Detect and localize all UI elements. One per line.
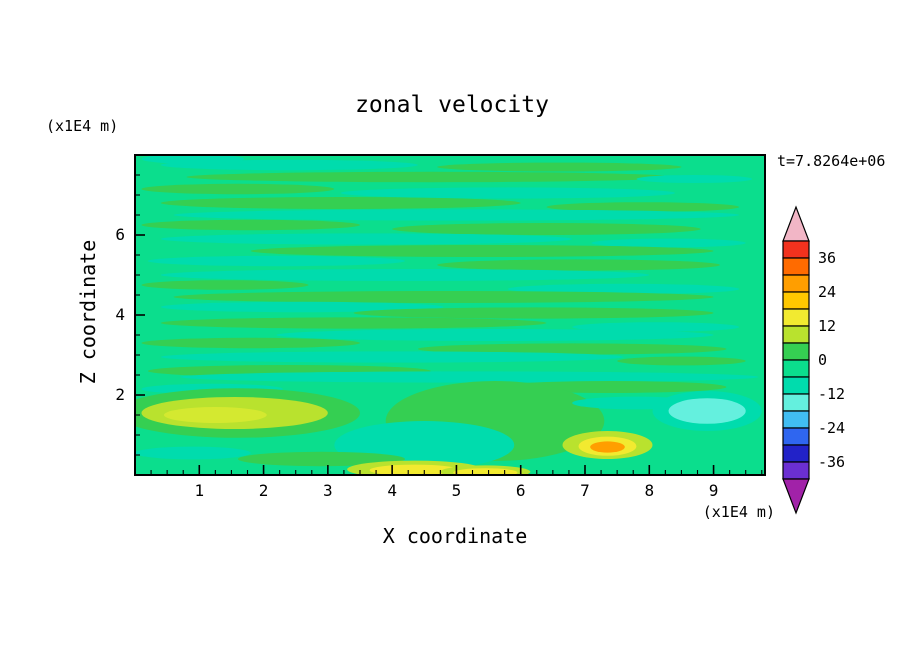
x-axis-label: X coordinate: [383, 524, 528, 548]
contour-feature: [141, 280, 309, 290]
x-tick-label: 7: [580, 481, 590, 500]
colorbar: 36 24 12 0 -12 -24 -36: [782, 205, 845, 515]
colorbar-band: [782, 359, 810, 378]
contour-feature: [237, 451, 405, 467]
contour-feature: [141, 219, 360, 231]
contour-feature: [163, 407, 267, 423]
contour-feature: [160, 269, 650, 281]
x-axis-unit: (x1E4 m): [703, 503, 775, 521]
colorbar-band: [782, 376, 810, 395]
y-axis-label: Z coordinate: [76, 240, 100, 385]
contour-feature: [392, 223, 701, 235]
contour-feature: [453, 468, 518, 475]
contour-feature: [340, 187, 675, 199]
contour-feature: [276, 329, 714, 341]
y-tick-label: 2: [115, 385, 125, 404]
colorbar-band: [782, 427, 810, 446]
x-tick-label: 6: [516, 481, 526, 500]
contour-feature: [141, 337, 360, 349]
contour-feature: [141, 183, 335, 195]
colorbar-under-arrow: [782, 478, 810, 515]
y-tick-label: 6: [115, 225, 125, 244]
colorbar-band: [782, 393, 810, 412]
contour-feature: [186, 171, 675, 183]
colorbar-band: [782, 308, 810, 327]
colorbar-band: [782, 257, 810, 276]
colorbar-label: 36: [818, 249, 836, 267]
contour-feature: [353, 307, 714, 319]
x-tick-label: 3: [323, 481, 333, 500]
timestamp-annotation: t=7.8264e+06: [777, 152, 885, 170]
x-tick-label: 5: [452, 481, 462, 500]
x-tick-label: 1: [194, 481, 204, 500]
x-tick-label: 9: [709, 481, 719, 500]
colorbar-band: [782, 274, 810, 293]
contour-field: [135, 155, 765, 475]
y-axis-unit: (x1E4 m): [46, 117, 118, 135]
contour-feature: [173, 291, 714, 303]
contour-feature: [591, 238, 746, 248]
contour-feature: [160, 233, 573, 245]
colorbar-band: [782, 444, 810, 463]
x-tick-label: 8: [644, 481, 654, 500]
colorbar-band: [782, 240, 810, 259]
contour-feature: [437, 162, 682, 172]
contour-feature: [617, 356, 746, 366]
contour-feature: [250, 245, 714, 257]
contour-feature: [417, 343, 727, 355]
colorbar-label: 12: [818, 317, 836, 335]
colorbar-band: [782, 291, 810, 310]
contour-feature: [147, 255, 406, 267]
contour-feature: [160, 301, 444, 313]
colorbar-label: -36: [818, 453, 845, 471]
contour-feature: [160, 317, 547, 329]
y-tick-label: 4: [115, 305, 125, 324]
contour-feature: [160, 351, 624, 363]
colorbar-label: -12: [818, 385, 845, 403]
contour-feature: [636, 175, 753, 183]
colorbar-band: [782, 410, 810, 429]
contour-feature: [572, 322, 740, 332]
x-tick-label: 4: [387, 481, 397, 500]
colorbar-label: -24: [818, 419, 845, 437]
contour-feature: [173, 209, 740, 221]
x-tick-label: 2: [259, 481, 269, 500]
contour-feature: [590, 441, 625, 453]
colorbar-over-arrow: [782, 205, 810, 242]
colorbar-label: 0: [818, 351, 827, 369]
colorbar-band: [782, 325, 810, 344]
contour-feature: [180, 371, 759, 383]
contour-feature: [507, 283, 740, 295]
chart-title: zonal velocity: [355, 92, 549, 118]
contour-feature: [546, 202, 740, 212]
axis-ticks: [135, 174, 763, 475]
colorbar-band: [782, 342, 810, 361]
contour-feature: [141, 155, 245, 164]
contour-feature: [160, 197, 521, 209]
contour-feature: [668, 398, 746, 424]
contour-feature: [135, 446, 251, 460]
axis-tick-labels: 1 2 3 4 5 6 7 8 9 2 4 6: [115, 225, 718, 500]
contour-feature: [437, 259, 720, 271]
colorbar-band: [782, 461, 810, 480]
colorbar-label: 24: [818, 283, 836, 301]
